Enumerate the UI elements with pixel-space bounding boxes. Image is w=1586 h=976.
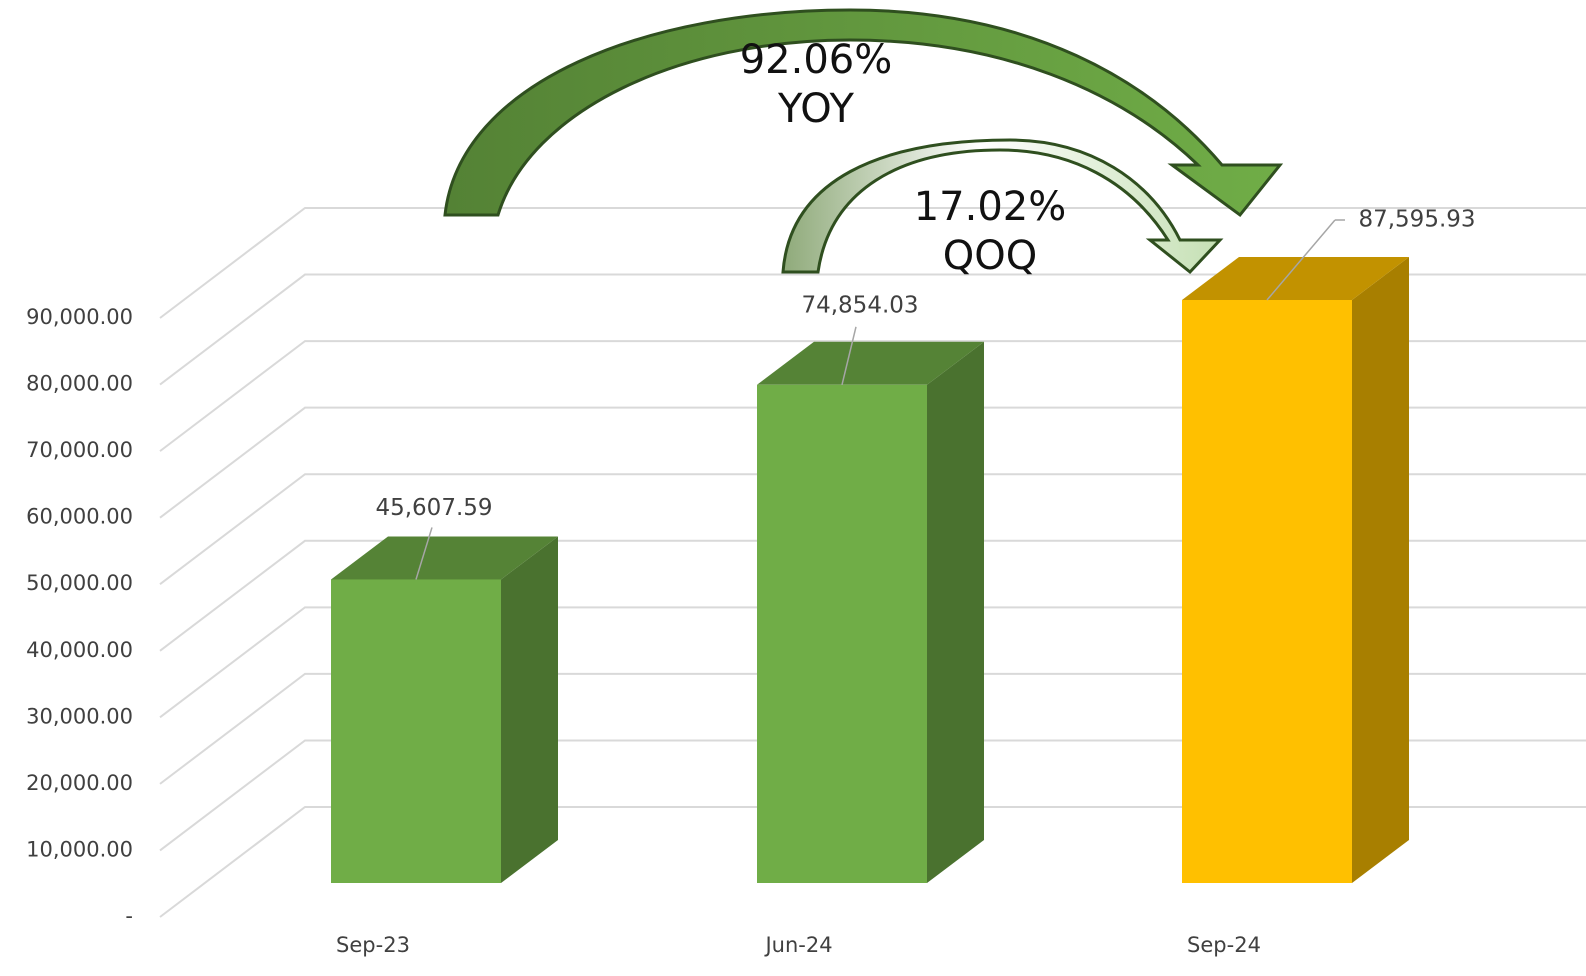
annotation: YOY xyxy=(777,86,855,132)
value-label: 45,607.59 xyxy=(375,495,492,521)
x-tick-label: Sep-24 xyxy=(1187,933,1261,957)
annotation: 92.06% xyxy=(740,37,893,83)
grid-line xyxy=(159,273,1586,386)
bar xyxy=(757,384,927,883)
annotation: 17.02% xyxy=(914,184,1067,230)
y-tick-label: 10,000.00 xyxy=(26,837,133,861)
y-tick-label: 70,000.00 xyxy=(26,438,133,462)
grid-line xyxy=(159,340,1586,452)
y-tick-label: 80,000.00 xyxy=(26,372,133,396)
y-tick-label: 90,000.00 xyxy=(26,305,133,329)
bar-side xyxy=(1352,257,1409,883)
y-tick-label: - xyxy=(125,904,133,928)
grid-line xyxy=(159,539,1586,652)
y-tick-label: 20,000.00 xyxy=(26,771,133,795)
grid-line xyxy=(159,739,1586,852)
bar-top xyxy=(757,341,984,385)
bar-top xyxy=(1182,257,1409,301)
y-tick-label: 30,000.00 xyxy=(26,704,133,728)
grid-line xyxy=(159,406,1586,519)
bar xyxy=(1182,300,1352,883)
leader-line xyxy=(1266,219,1336,301)
yoy-arrow xyxy=(443,8,1284,218)
y-tick-label: 50,000.00 xyxy=(26,571,133,595)
x-tick-label: Sep-23 xyxy=(336,933,410,957)
bars: 45,607.59 Sep-23 74,854.03 Jun-24 87,595.93 S… xyxy=(331,207,1476,957)
leader-line xyxy=(841,326,857,385)
grid: - 10,000.00 20,000.00 30,000.00 40,000.00 50,… xyxy=(26,207,1586,928)
grid-line xyxy=(159,473,1586,586)
value-label: 87,595.93 xyxy=(1358,207,1475,233)
bar-top xyxy=(331,536,558,580)
grid-line xyxy=(159,806,1586,918)
annotation: QOQ xyxy=(943,233,1037,279)
y-tick-label: 40,000.00 xyxy=(26,638,133,662)
y-tick-label: 60,000.00 xyxy=(26,505,133,529)
x-tick-label: Jun-24 xyxy=(763,933,832,957)
bar xyxy=(331,579,501,883)
bar-side xyxy=(501,536,558,883)
leader-line xyxy=(415,527,433,580)
bar-side xyxy=(927,341,984,884)
qoq-arrow xyxy=(781,138,1224,275)
grid-line xyxy=(159,606,1586,719)
grid-line xyxy=(159,672,1586,785)
value-label: 74,854.03 xyxy=(801,292,918,318)
